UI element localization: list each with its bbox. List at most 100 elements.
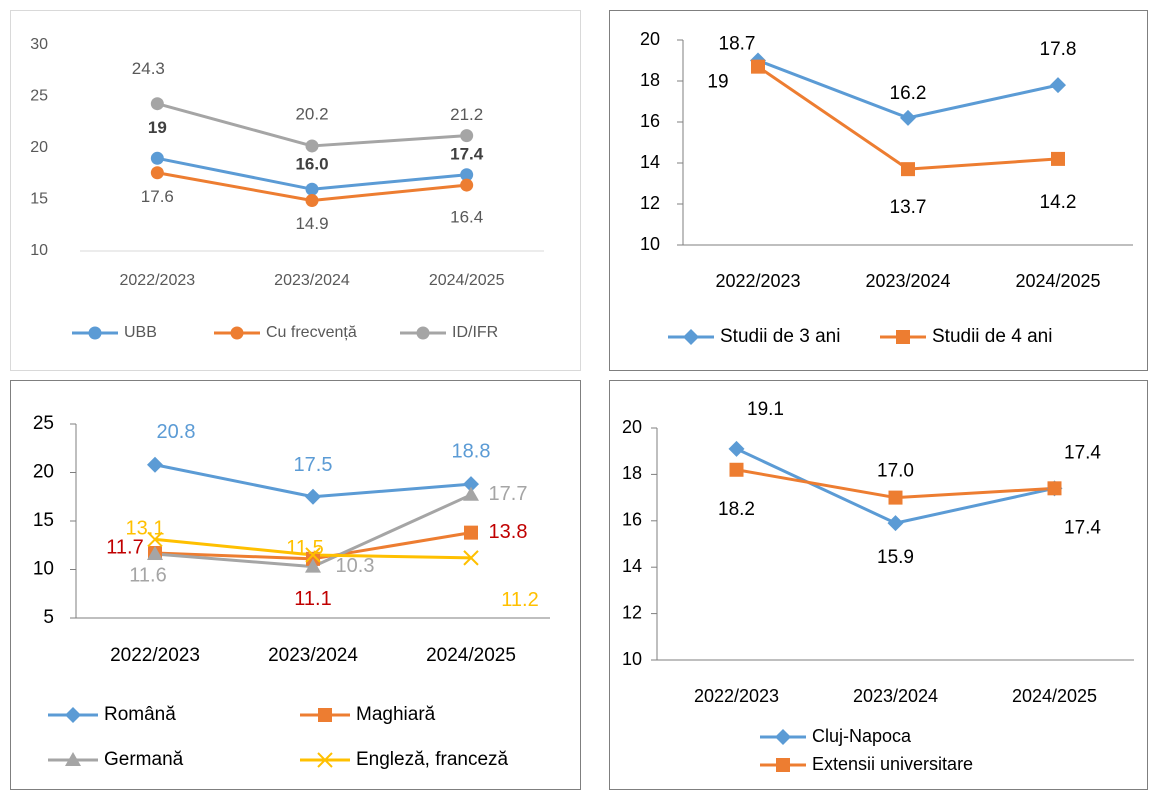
marker bbox=[463, 486, 479, 501]
data-label: 11.6 bbox=[129, 564, 166, 586]
legend-label: Engleză, franceză bbox=[356, 749, 509, 770]
marker bbox=[65, 752, 81, 766]
x-tick-label: 2024/2025 bbox=[1015, 271, 1100, 291]
x-tick-label: 2023/2024 bbox=[865, 271, 950, 291]
marker bbox=[147, 531, 163, 548]
y-tick-label: 16 bbox=[622, 510, 642, 530]
data-label: 11.2 bbox=[501, 589, 538, 611]
data-label: 21.2 bbox=[450, 105, 483, 124]
marker bbox=[305, 194, 319, 208]
marker bbox=[729, 462, 744, 477]
data-label: 13.1 bbox=[126, 518, 165, 540]
y-tick-label: 5 bbox=[43, 607, 54, 628]
data-label: 13.7 bbox=[890, 197, 927, 218]
data-label: 13.8 bbox=[489, 521, 528, 543]
data-label: 17.8 bbox=[1040, 39, 1077, 60]
marker bbox=[887, 515, 904, 532]
legend-label: Maghiară bbox=[356, 704, 436, 725]
data-label: 17.7 bbox=[489, 483, 528, 505]
marker bbox=[305, 547, 321, 563]
y-tick-label: 10 bbox=[33, 559, 54, 580]
data-label: 16.0 bbox=[295, 155, 328, 174]
x-tick-label: 2023/2024 bbox=[853, 686, 938, 706]
data-label: 14.9 bbox=[295, 214, 328, 233]
y-tick-label: 15 bbox=[33, 510, 54, 531]
data-label: 17.6 bbox=[141, 187, 174, 206]
marker bbox=[460, 178, 474, 192]
data-label: 24.3 bbox=[132, 59, 165, 78]
marker bbox=[147, 545, 163, 560]
data-label: 17.0 bbox=[877, 461, 914, 482]
panel-border bbox=[10, 10, 581, 371]
y-tick-label: 15 bbox=[30, 191, 48, 208]
marker bbox=[900, 109, 916, 126]
x-tick-label: 2024/2025 bbox=[1012, 686, 1097, 706]
data-label: 16.4 bbox=[450, 208, 483, 227]
y-tick-label: 25 bbox=[30, 88, 48, 105]
x-tick-label: 2023/2024 bbox=[274, 272, 350, 289]
marker bbox=[728, 440, 745, 457]
legend-label: ID/IFR bbox=[452, 324, 498, 341]
marker bbox=[150, 166, 164, 180]
data-label: 18.8 bbox=[452, 440, 491, 462]
marker bbox=[460, 168, 474, 182]
x-tick-label: 2022/2023 bbox=[110, 645, 200, 666]
data-label: 15.9 bbox=[877, 547, 914, 568]
data-label: 17.4 bbox=[450, 144, 484, 163]
marker bbox=[305, 488, 321, 505]
marker bbox=[147, 456, 163, 473]
data-label: 19 bbox=[707, 72, 728, 93]
marker bbox=[460, 129, 474, 143]
data-label: 14.2 bbox=[1040, 192, 1077, 213]
marker bbox=[888, 490, 903, 505]
marker bbox=[305, 182, 319, 196]
y-tick-label: 10 bbox=[640, 234, 660, 254]
y-tick-label: 12 bbox=[640, 193, 660, 213]
marker bbox=[683, 329, 699, 345]
marker bbox=[88, 326, 102, 340]
data-label: 11.1 bbox=[294, 588, 331, 610]
marker bbox=[776, 758, 790, 772]
y-tick-label: 20 bbox=[640, 29, 660, 49]
legend-label: Studii de 3 ani bbox=[720, 326, 840, 347]
data-label: 20.2 bbox=[295, 104, 328, 123]
x-tick-label: 2024/2025 bbox=[429, 272, 505, 289]
panel-border bbox=[609, 380, 1148, 790]
data-label: 17.4 bbox=[1064, 442, 1101, 463]
data-label: 18.7 bbox=[719, 34, 756, 55]
y-tick-label: 20 bbox=[33, 462, 54, 483]
x-tick-label: 2023/2024 bbox=[268, 645, 358, 666]
data-label: 10.3 bbox=[336, 555, 375, 577]
x-tick-label: 2022/2023 bbox=[715, 271, 800, 291]
marker bbox=[463, 476, 479, 493]
marker bbox=[1051, 151, 1065, 166]
panel-border bbox=[609, 10, 1148, 371]
marker bbox=[305, 558, 321, 573]
data-label: 11.7 bbox=[106, 536, 143, 558]
x-tick-label: 2024/2025 bbox=[426, 645, 516, 666]
marker bbox=[464, 525, 478, 540]
marker bbox=[1047, 481, 1062, 496]
y-tick-label: 18 bbox=[640, 70, 660, 90]
y-tick-label: 18 bbox=[622, 463, 642, 483]
marker bbox=[416, 326, 430, 340]
panel-border bbox=[10, 380, 581, 790]
y-tick-label: 12 bbox=[622, 602, 642, 622]
x-tick-label: 2022/2023 bbox=[694, 686, 779, 706]
legend-label: UBB bbox=[124, 324, 157, 341]
marker bbox=[901, 162, 915, 177]
y-tick-label: 20 bbox=[622, 417, 642, 437]
legend-label: Extensii universitare bbox=[812, 754, 973, 774]
x-tick-label: 2022/2023 bbox=[120, 272, 196, 289]
data-label: 16.2 bbox=[890, 83, 927, 104]
y-tick-label: 14 bbox=[622, 556, 642, 576]
marker bbox=[318, 708, 332, 722]
marker bbox=[305, 139, 319, 153]
data-label: 11.5 bbox=[286, 537, 323, 559]
marker bbox=[896, 330, 910, 344]
data-label: 20.8 bbox=[157, 421, 196, 443]
marker bbox=[463, 550, 479, 566]
marker bbox=[230, 326, 244, 340]
data-label: 19 bbox=[148, 118, 167, 137]
